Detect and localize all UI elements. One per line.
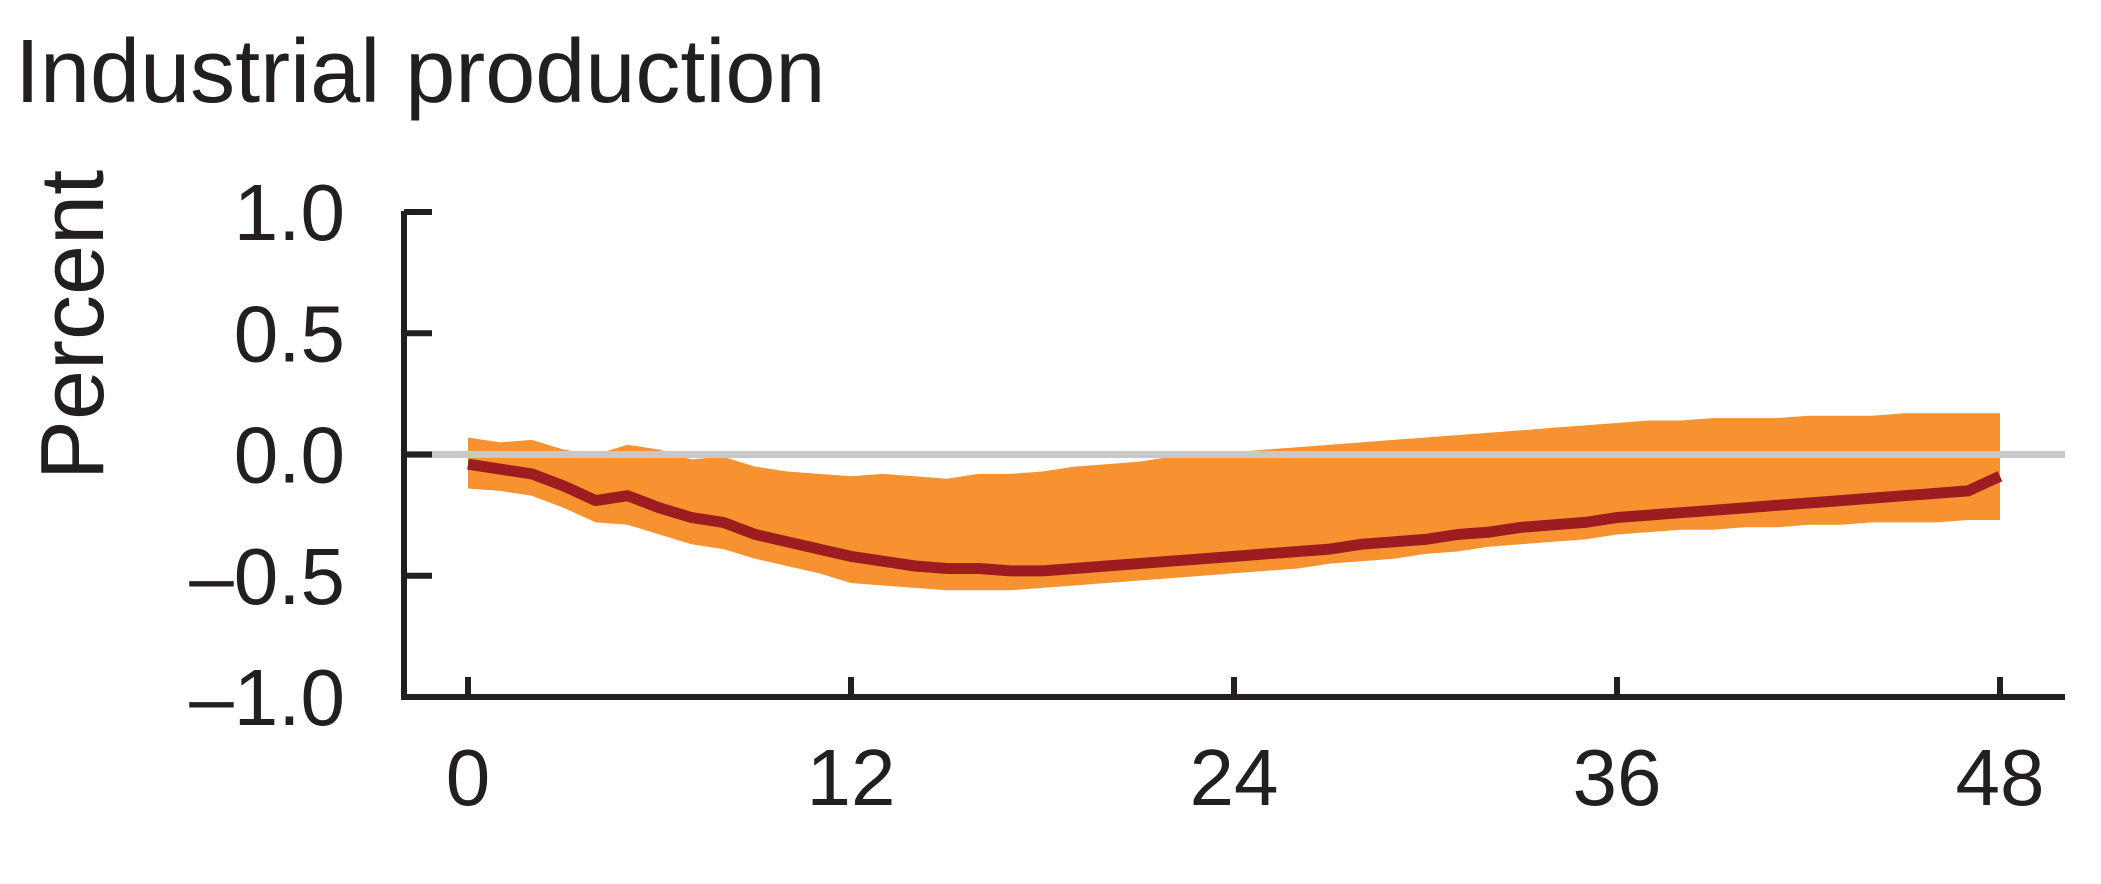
- y-tick-label: –1.0: [189, 653, 345, 742]
- y-tick-label: 1.0: [234, 168, 345, 257]
- chart-title: Industrial production: [15, 22, 825, 122]
- plot-area: 1.0 0.5 0.0 –0.5 –1.0 0 12 24 36 48: [189, 168, 2065, 822]
- x-tick-label: 36: [1573, 733, 1662, 822]
- x-tick-label: 48: [1956, 733, 2045, 822]
- x-tick-label: 24: [1190, 733, 1279, 822]
- y-tick-label: –0.5: [189, 532, 345, 621]
- series-line: [467, 458, 2003, 577]
- x-tick-label: 0: [446, 733, 491, 822]
- y-axis-label: Percent: [23, 170, 123, 480]
- x-tick-label: 12: [807, 733, 896, 822]
- y-tick-label: 0.0: [234, 411, 345, 500]
- y-tick-label: 0.5: [234, 289, 345, 378]
